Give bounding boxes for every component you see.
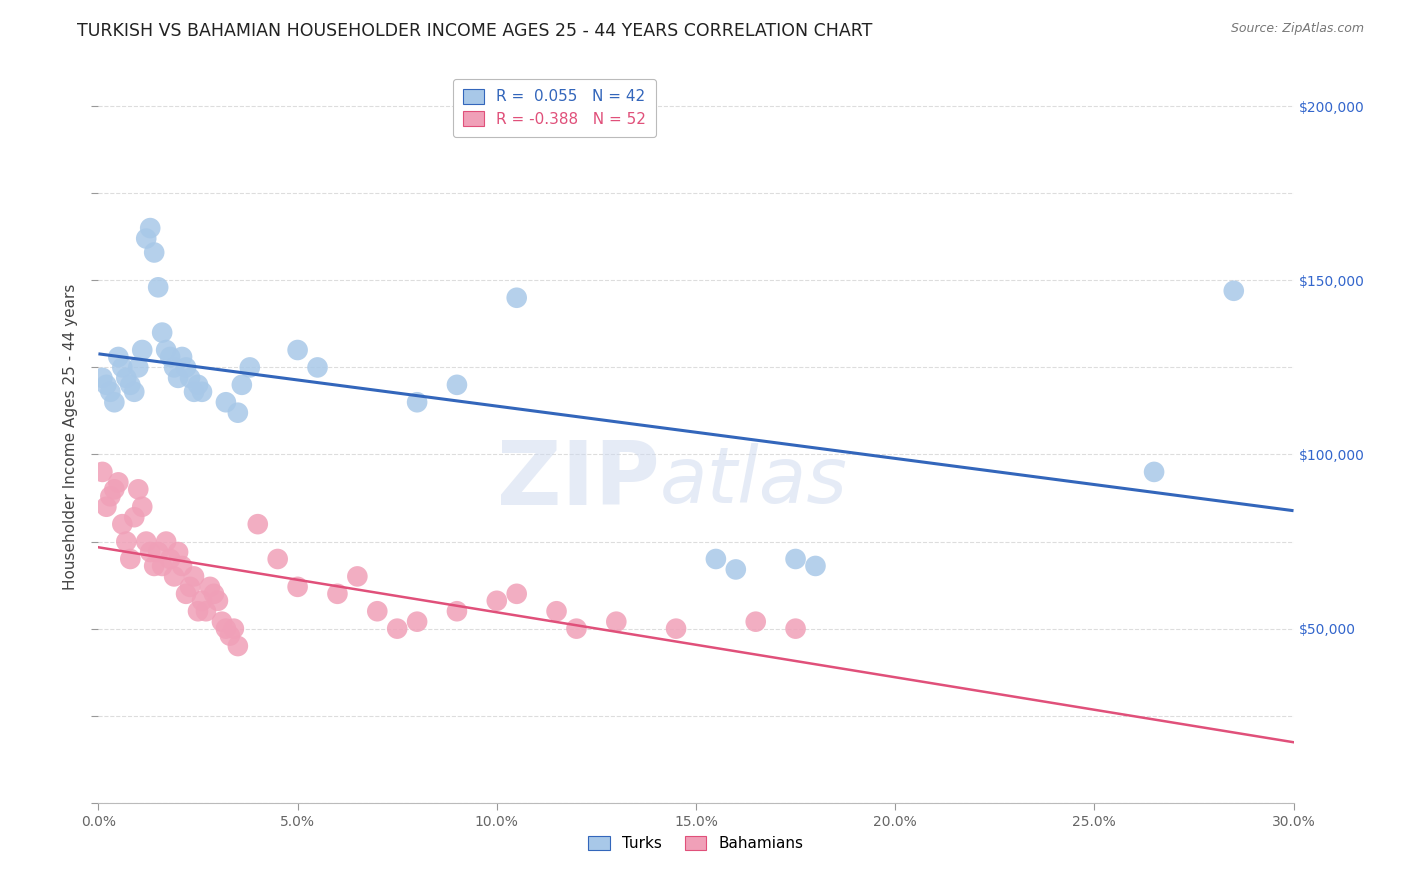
Point: [191, 384, 214, 399]
Point: [506, 291, 529, 305]
Point: [346, 569, 368, 583]
Point: [131, 343, 153, 357]
Point: [226, 639, 249, 653]
Point: [167, 371, 190, 385]
Point: [565, 622, 588, 636]
Point: [127, 483, 149, 497]
Point: [120, 377, 142, 392]
Point: [605, 615, 627, 629]
Point: [366, 604, 388, 618]
Legend: Turks, Bahamians: Turks, Bahamians: [582, 830, 810, 857]
Point: [198, 580, 221, 594]
Point: [406, 395, 429, 409]
Point: [183, 569, 205, 583]
Point: [115, 371, 138, 385]
Point: [124, 510, 146, 524]
Point: [385, 622, 409, 636]
Point: [239, 360, 262, 375]
Point: [246, 517, 269, 532]
Point: [704, 552, 727, 566]
Point: [231, 377, 253, 392]
Point: [202, 587, 225, 601]
Point: [155, 534, 177, 549]
Point: [131, 500, 153, 514]
Point: [124, 384, 146, 399]
Point: [135, 534, 157, 549]
Point: [155, 343, 177, 357]
Point: [179, 580, 201, 594]
Point: [179, 371, 201, 385]
Point: [804, 558, 827, 573]
Point: [326, 587, 349, 601]
Point: [159, 350, 181, 364]
Point: [446, 377, 468, 392]
Point: [103, 483, 125, 497]
Point: [307, 360, 329, 375]
Point: [226, 406, 249, 420]
Point: [406, 615, 429, 629]
Point: [148, 280, 170, 294]
Point: [1143, 465, 1166, 479]
Point: [115, 534, 138, 549]
Point: [111, 517, 134, 532]
Point: [1223, 284, 1246, 298]
Point: [191, 594, 214, 608]
Point: [150, 326, 173, 340]
Point: [187, 377, 209, 392]
Point: [96, 500, 118, 514]
Point: [222, 622, 245, 636]
Point: [107, 475, 129, 490]
Point: [745, 615, 768, 629]
Point: [174, 587, 197, 601]
Point: [111, 360, 134, 375]
Text: Source: ZipAtlas.com: Source: ZipAtlas.com: [1230, 22, 1364, 36]
Point: [665, 622, 688, 636]
Point: [127, 360, 149, 375]
Text: TURKISH VS BAHAMIAN HOUSEHOLDER INCOME AGES 25 - 44 YEARS CORRELATION CHART: TURKISH VS BAHAMIAN HOUSEHOLDER INCOME A…: [77, 22, 873, 40]
Point: [139, 221, 162, 235]
Point: [91, 371, 114, 385]
Point: [215, 395, 238, 409]
Point: [187, 604, 209, 618]
Point: [96, 377, 118, 392]
Point: [174, 360, 197, 375]
Point: [267, 552, 290, 566]
Point: [446, 604, 468, 618]
Point: [219, 629, 242, 643]
Point: [183, 384, 205, 399]
Point: [163, 360, 186, 375]
Point: [91, 465, 114, 479]
Point: [167, 545, 190, 559]
Point: [98, 384, 122, 399]
Point: [172, 350, 194, 364]
Point: [785, 622, 807, 636]
Point: [107, 350, 129, 364]
Point: [98, 489, 122, 503]
Point: [785, 552, 807, 566]
Point: [485, 594, 508, 608]
Y-axis label: Householder Income Ages 25 - 44 years: Householder Income Ages 25 - 44 years: [63, 284, 77, 591]
Text: atlas: atlas: [661, 443, 848, 519]
Point: [159, 552, 181, 566]
Point: [172, 558, 194, 573]
Point: [211, 615, 233, 629]
Point: [163, 569, 186, 583]
Point: [139, 545, 162, 559]
Point: [546, 604, 568, 618]
Point: [506, 587, 529, 601]
Point: [724, 562, 747, 576]
Point: [195, 604, 218, 618]
Point: [120, 552, 142, 566]
Point: [207, 594, 229, 608]
Point: [148, 545, 170, 559]
Point: [143, 558, 166, 573]
Point: [150, 558, 173, 573]
Text: ZIP: ZIP: [498, 437, 661, 524]
Point: [287, 343, 309, 357]
Point: [135, 231, 157, 245]
Point: [215, 622, 238, 636]
Point: [143, 245, 166, 260]
Point: [287, 580, 309, 594]
Point: [103, 395, 125, 409]
